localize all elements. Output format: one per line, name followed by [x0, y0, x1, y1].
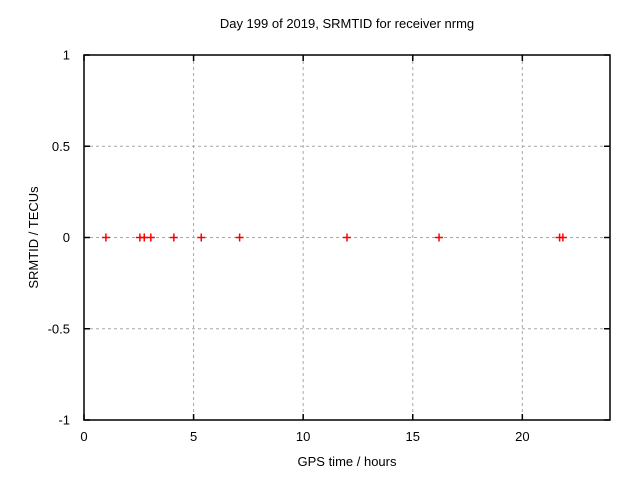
- data-point-marker: [169, 233, 178, 242]
- y-tick-label: 1: [63, 48, 70, 63]
- x-tick-label: 10: [296, 429, 310, 444]
- data-point-marker: [558, 233, 567, 242]
- chart-title: Day 199 of 2019, SRMTID for receiver nrm…: [219, 16, 475, 31]
- data-point-marker: [435, 233, 444, 242]
- y-axis-label: SRMTID / TECUs: [26, 186, 41, 289]
- x-tick-label: 15: [406, 429, 420, 444]
- y-tick-label: -1: [58, 413, 70, 428]
- x-tick-label: 0: [80, 429, 87, 444]
- x-tick-label: 20: [515, 429, 529, 444]
- x-tick-label: 5: [190, 429, 197, 444]
- data-point-marker: [197, 233, 206, 242]
- x-axis-label: GPS time / hours: [297, 454, 397, 469]
- y-tick-label: 0.5: [52, 139, 70, 154]
- y-tick-label: -0.5: [48, 321, 70, 336]
- y-tick-label: 0: [63, 230, 70, 245]
- data-point-marker: [101, 233, 110, 242]
- data-point-marker: [146, 233, 155, 242]
- data-point-marker: [235, 233, 244, 242]
- data-point-marker: [343, 233, 351, 242]
